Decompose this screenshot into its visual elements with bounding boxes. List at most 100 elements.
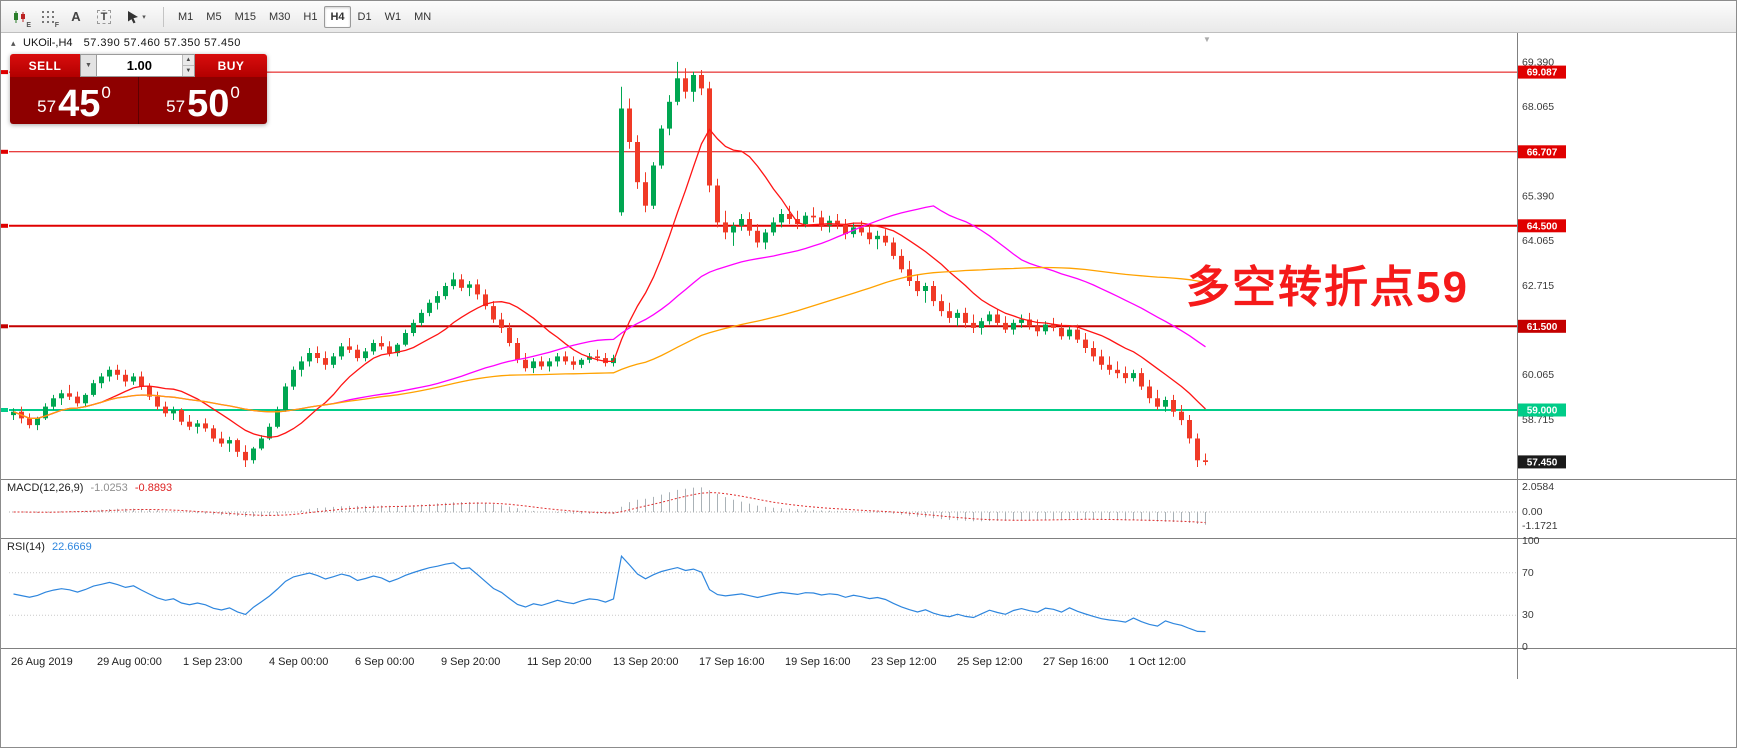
candle-body [843, 224, 848, 235]
text-box-icon[interactable]: T [91, 5, 117, 29]
candle-body [355, 349, 360, 359]
timeframe-button-m1[interactable]: M1 [178, 10, 194, 23]
timeframe-button-m30[interactable]: M30 [268, 10, 291, 23]
ma-fast-line[interactable] [13, 128, 1206, 439]
candle-body [275, 410, 280, 427]
candle-body [1147, 386, 1152, 399]
timeframe-button-h4[interactable]: H4 [324, 5, 351, 28]
price-tag-text: 57.450 [1527, 457, 1558, 468]
candle-body [251, 448, 256, 461]
candle-body [819, 217, 824, 226]
chart-annotation-text: 多空转折点59 [1186, 263, 1469, 312]
candle-body [243, 451, 248, 461]
candle-body [531, 361, 536, 369]
bar-chart-icon[interactable]: E [7, 5, 33, 29]
candle-body [1051, 324, 1056, 328]
candle-body [1083, 339, 1088, 348]
buy-price-display[interactable]: 57 50 0 [138, 77, 267, 124]
hline-left-marker [1, 70, 8, 75]
timeframe-button-h1[interactable]: H1 [303, 10, 318, 23]
time-axis-label: 27 Sep 16:00 [1043, 656, 1109, 668]
price-tag-text: 66.707 [1527, 147, 1558, 158]
candle-body [139, 376, 144, 387]
price-tag [1518, 455, 1566, 469]
volume-decrease-button[interactable]: ▼ [181, 66, 194, 76]
candle-body [443, 286, 448, 297]
ma-medium-line[interactable] [13, 205, 1206, 420]
price-tag-text: 64.500 [1527, 221, 1558, 232]
cursor-arrow-glyph [128, 10, 139, 23]
hline-left-marker [1, 223, 8, 228]
rsi-indicator-panel [1, 538, 1736, 648]
candle-body [739, 219, 744, 226]
volume-dropdown-button[interactable]: ▼ [80, 54, 97, 77]
sell-button[interactable]: SELL [10, 54, 80, 77]
price-axis-label: 62.715 [1522, 280, 1554, 292]
rsi-value: 22.6669 [51, 541, 92, 553]
sell-price-display[interactable]: 57 45 0 [10, 77, 138, 124]
candle-body [1075, 329, 1080, 340]
candle-body [579, 359, 584, 365]
volume-input[interactable] [97, 55, 182, 76]
hline-left-marker [1, 324, 8, 329]
timeframe-button-m15[interactable]: M15 [234, 10, 256, 23]
rsi-label: RSI(14) 22.6669 [7, 541, 92, 553]
time-axis-label: 9 Sep 20:00 [441, 656, 501, 668]
volume-increase-button[interactable]: ▲ [181, 55, 194, 66]
candle-body [963, 312, 968, 323]
timeframe-button-mn[interactable]: MN [414, 10, 432, 23]
candle-body [835, 220, 840, 225]
candle-body [971, 322, 976, 328]
candle-body [1131, 373, 1136, 379]
candle-body [595, 356, 600, 359]
candle-body [675, 78, 680, 102]
candle-body [883, 235, 888, 243]
scroll-anchor-icon[interactable]: ▼ [1203, 35, 1211, 44]
candle-body [499, 319, 504, 328]
candle-body [635, 142, 640, 183]
candle-body [787, 214, 792, 219]
cursor-tool-caret-icon: ▾ [142, 13, 146, 21]
timeframe-button-d1[interactable]: D1 [357, 10, 372, 23]
price-tag [1518, 145, 1566, 159]
trade-prices-row: 57 45 0 57 50 0 [10, 77, 267, 124]
rsi-scale-label: 30 [1522, 609, 1534, 621]
candle-body [715, 185, 720, 223]
candle-body [979, 321, 984, 328]
timeframe-button-m5[interactable]: M5 [206, 10, 222, 23]
candle-body [435, 296, 440, 303]
grid-icon[interactable]: F [35, 5, 61, 29]
timeframe-group: M1 M5 M15 M30 H1 H4 D1 W1 MN [172, 5, 438, 28]
collapse-arrow-icon[interactable]: ▴ [11, 38, 16, 48]
text-label-icon[interactable]: A [63, 5, 89, 29]
candle-body [771, 222, 776, 233]
time-axis[interactable]: 26 Aug 2019 29 Aug 00:00 1 Sep 23:00 4 Sep … [1, 648, 1736, 679]
buy-price-pip-digit: 0 [230, 83, 240, 102]
macd-scale-label: 0.00 [1522, 506, 1543, 518]
rsi-line [13, 554, 1206, 633]
buy-button[interactable]: BUY [195, 54, 267, 77]
time-axis-label: 6 Sep 00:00 [355, 656, 415, 668]
timeframe-button-w1[interactable]: W1 [384, 10, 402, 23]
candle-body [1059, 327, 1064, 337]
time-axis-label: 4 Sep 00:00 [269, 656, 329, 668]
chart-area: 69.390 68.065 65.390 64.065 62.715 60.065 58.7… [1, 33, 1736, 747]
candle-body [659, 128, 664, 166]
macd-scale-label: 2.0584 [1522, 481, 1555, 493]
candle-body [187, 421, 192, 427]
time-axis-label: 19 Sep 16:00 [785, 656, 851, 668]
candle-body [651, 165, 656, 206]
chart-title: UKOil-,H4 57.390 57.460 57.350 57.450 [23, 37, 241, 49]
candle-body [259, 438, 264, 449]
candle-body [555, 356, 560, 362]
ma-slow-line[interactable] [13, 266, 1206, 420]
candle-body [1195, 438, 1200, 461]
candle-body [475, 284, 480, 295]
candle-body [147, 386, 152, 397]
candle-body [43, 406, 48, 419]
candle-body [1155, 398, 1160, 407]
price-tag-text: 69.087 [1527, 68, 1558, 79]
cursor-tool-icon[interactable]: ▾ [119, 5, 153, 29]
candle-body [1043, 324, 1048, 332]
